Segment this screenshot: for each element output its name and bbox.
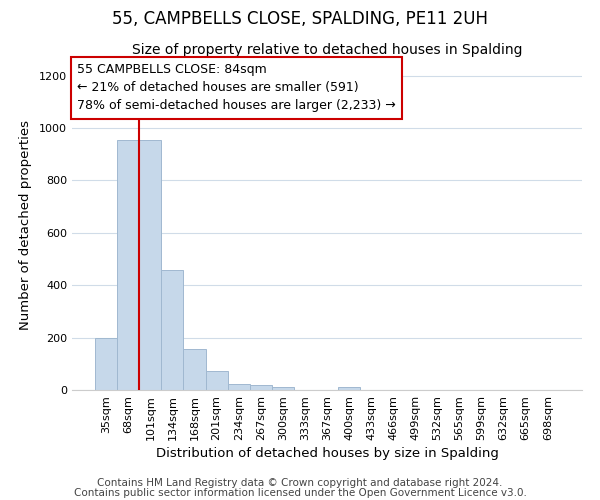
Bar — [250, 386, 272, 390]
Y-axis label: Number of detached properties: Number of detached properties — [19, 120, 32, 330]
X-axis label: Distribution of detached houses by size in Spalding: Distribution of detached houses by size … — [155, 447, 499, 460]
Bar — [184, 350, 206, 390]
Text: 55, CAMPBELLS CLOSE, SPALDING, PE11 2UH: 55, CAMPBELLS CLOSE, SPALDING, PE11 2UH — [112, 10, 488, 28]
Title: Size of property relative to detached houses in Spalding: Size of property relative to detached ho… — [132, 44, 522, 58]
Bar — [227, 384, 250, 390]
Bar — [206, 371, 227, 390]
Bar — [139, 140, 161, 390]
Text: 55 CAMPBELLS CLOSE: 84sqm
← 21% of detached houses are smaller (591)
78% of semi: 55 CAMPBELLS CLOSE: 84sqm ← 21% of detac… — [77, 64, 396, 112]
Text: Contains public sector information licensed under the Open Government Licence v3: Contains public sector information licen… — [74, 488, 526, 498]
Bar — [161, 270, 184, 390]
Text: Contains HM Land Registry data © Crown copyright and database right 2024.: Contains HM Land Registry data © Crown c… — [97, 478, 503, 488]
Bar — [117, 140, 139, 390]
Bar — [95, 338, 117, 390]
Bar — [338, 388, 360, 390]
Bar — [272, 388, 294, 390]
